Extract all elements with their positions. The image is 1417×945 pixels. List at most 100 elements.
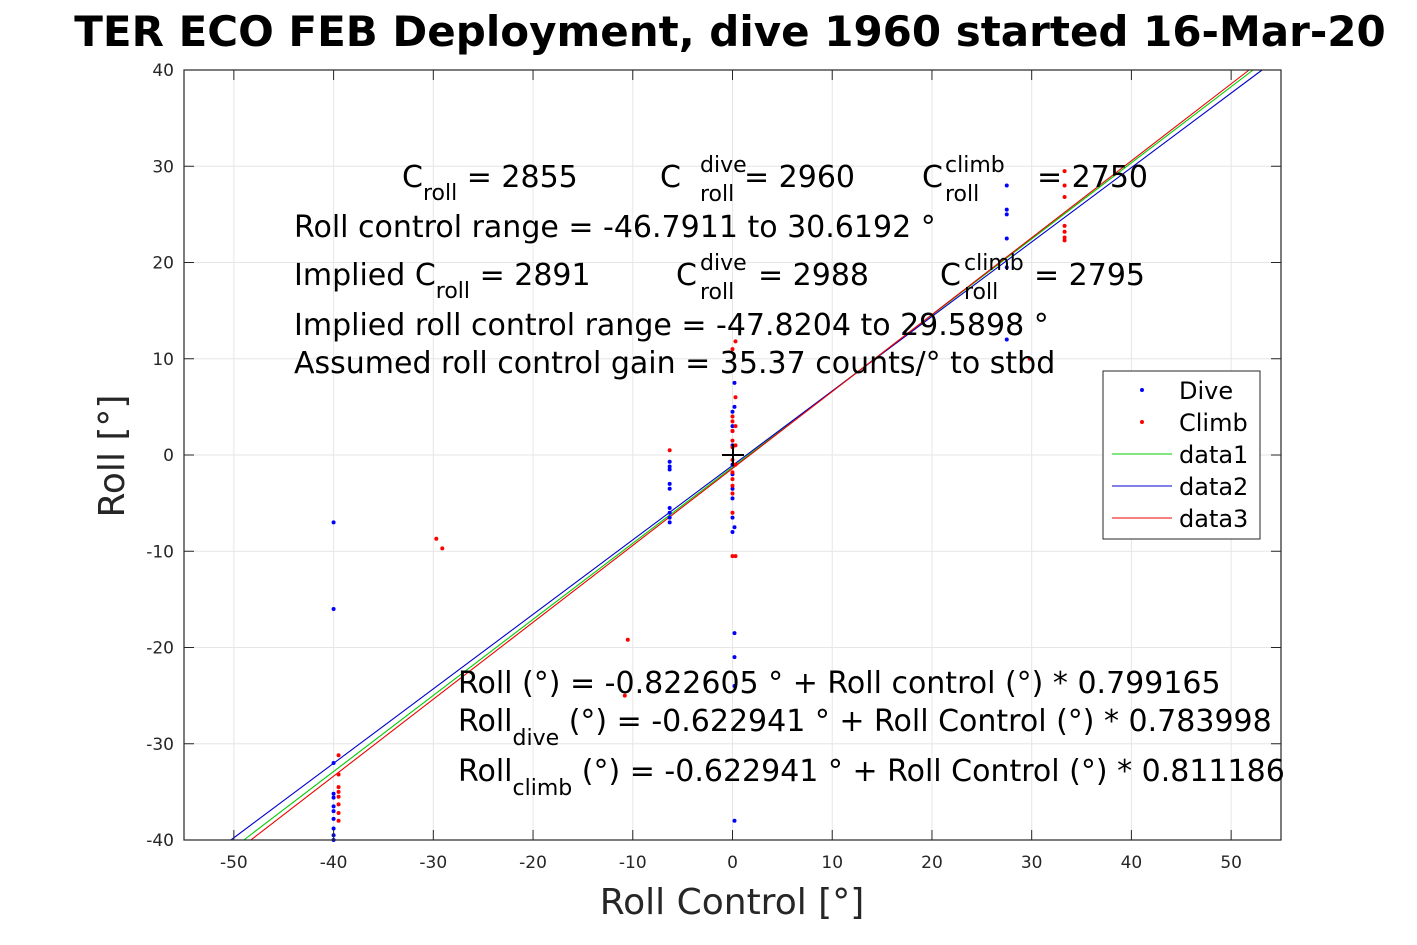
dive-point [331, 804, 336, 809]
climb-point [667, 448, 672, 453]
dive-point [730, 424, 735, 429]
legend-data1-label: data1 [1179, 441, 1248, 469]
climb-point [622, 693, 627, 698]
climb-point [336, 753, 341, 758]
climb-point [336, 794, 341, 799]
climb-point [733, 395, 738, 400]
dive-point [667, 486, 672, 491]
climb-point [733, 424, 738, 429]
climb-point [733, 554, 738, 559]
dive-point [667, 520, 672, 525]
dive-point [331, 791, 336, 796]
climb-point [730, 470, 735, 475]
legend-data2-label: data2 [1179, 473, 1248, 501]
y-tick-label: -10 [146, 542, 174, 562]
climb-point [1062, 223, 1067, 228]
climb-point [1062, 229, 1067, 234]
implied-c-roll-climb-sup: climb [964, 251, 1024, 276]
data-markers [331, 169, 1067, 842]
x-tick-label: -10 [619, 853, 647, 873]
implied-c-roll-dive-sup: dive [700, 251, 747, 276]
x-tick-label: 20 [921, 853, 943, 873]
climb-point [730, 414, 735, 419]
roll-control-range-text: Roll control range = -46.7911 to 30.6192… [294, 210, 936, 245]
legend-climb-label: Climb [1179, 409, 1248, 437]
legend-box [1102, 370, 1261, 540]
dive-point [331, 607, 336, 611]
implied-c-roll-climb-value: = 2795 [1034, 258, 1145, 293]
dive-point [1004, 337, 1009, 342]
dive-point [667, 464, 672, 469]
legend-item-data2: data2 [1112, 473, 1248, 501]
climb-point [1062, 195, 1067, 200]
dive-point [732, 525, 737, 530]
c-roll-climb-base: C [922, 160, 943, 195]
dive-point [667, 481, 672, 486]
climb-point [336, 811, 341, 816]
dive-point [667, 505, 672, 510]
series-line-data3 [250, 69, 1250, 841]
dive-point [730, 515, 735, 520]
tick-marks: -50 -40 -30 -20 -10 0 10 20 30 40 50 -40 -30 -20 -10 0 1… [146, 61, 1281, 873]
x-axis-label: Roll Control [°] [600, 882, 865, 923]
climb-point [730, 438, 735, 443]
climb-point [1062, 169, 1067, 174]
dive-point [730, 486, 735, 491]
legend-data3-label: data3 [1179, 505, 1248, 533]
legend-climb-marker [1140, 420, 1144, 424]
c-roll-dive-sup: dive [700, 153, 747, 178]
implied-c-roll-dive-sub: roll [700, 280, 734, 305]
dive-point [730, 496, 735, 501]
climb-point [1062, 183, 1067, 188]
climb-point [733, 443, 738, 448]
dive-point [730, 530, 735, 534]
climb-point [625, 637, 630, 642]
y-tick-label: 0 [163, 446, 174, 466]
dive-point [732, 404, 737, 409]
x-tick-label: 10 [821, 853, 843, 873]
roll-climb-fit-equation: Rollclimb (°) = -0.622941 ° + Roll Contr… [458, 754, 1285, 801]
x-tick-label: -20 [519, 853, 547, 873]
climb-point [730, 554, 735, 559]
chart-title: TER ECO FEB Deployment, dive 1960 starte… [74, 7, 1385, 56]
y-tick-label: 30 [152, 157, 174, 177]
climb-point [1062, 235, 1067, 240]
climb-point [733, 339, 738, 344]
c-roll-dive-value: = 2960 [744, 160, 855, 195]
implied-c-roll-climb-sub: roll [964, 280, 998, 305]
legend-dive-marker [1140, 388, 1144, 392]
climb-point [730, 510, 735, 515]
dive-point [667, 467, 672, 472]
series-line-data1 [243, 69, 1254, 841]
implied-c-roll-dive-base: C [676, 258, 697, 293]
climb-point [730, 477, 735, 482]
dive-point [667, 510, 672, 515]
climb-point [730, 347, 735, 352]
dive-point [732, 684, 737, 688]
c-roll-climb-sub: roll [945, 182, 979, 207]
climb-point [336, 818, 341, 823]
climb-point [336, 802, 341, 807]
dive-point [331, 809, 336, 814]
c-roll-text: Croll = 2855 [402, 160, 578, 206]
dive-point [732, 380, 737, 385]
dive-point [331, 816, 336, 821]
legend: Dive Climb data1 data2 data3 [1102, 370, 1261, 540]
roll-dive-fit-equation: Rolldive (°) = -0.622941 ° + Roll Contro… [458, 704, 1272, 751]
x-tick-label: -40 [320, 853, 348, 873]
y-tick-label: 40 [152, 61, 174, 81]
y-tick-label: -20 [146, 639, 174, 659]
dive-point [1004, 212, 1009, 217]
x-tick-label: 40 [1121, 853, 1143, 873]
dive-point [331, 520, 336, 525]
climb-point [440, 546, 445, 551]
origin-cross-marker [722, 444, 744, 466]
climb-point [336, 772, 341, 777]
dive-point [331, 761, 336, 765]
y-tick-label: -30 [146, 735, 174, 755]
climb-point [336, 789, 341, 794]
implied-roll-control-range-text: Implied roll control range = -47.8204 to… [294, 308, 1049, 343]
climb-point [730, 419, 735, 424]
series-line-data2 [230, 69, 1263, 841]
